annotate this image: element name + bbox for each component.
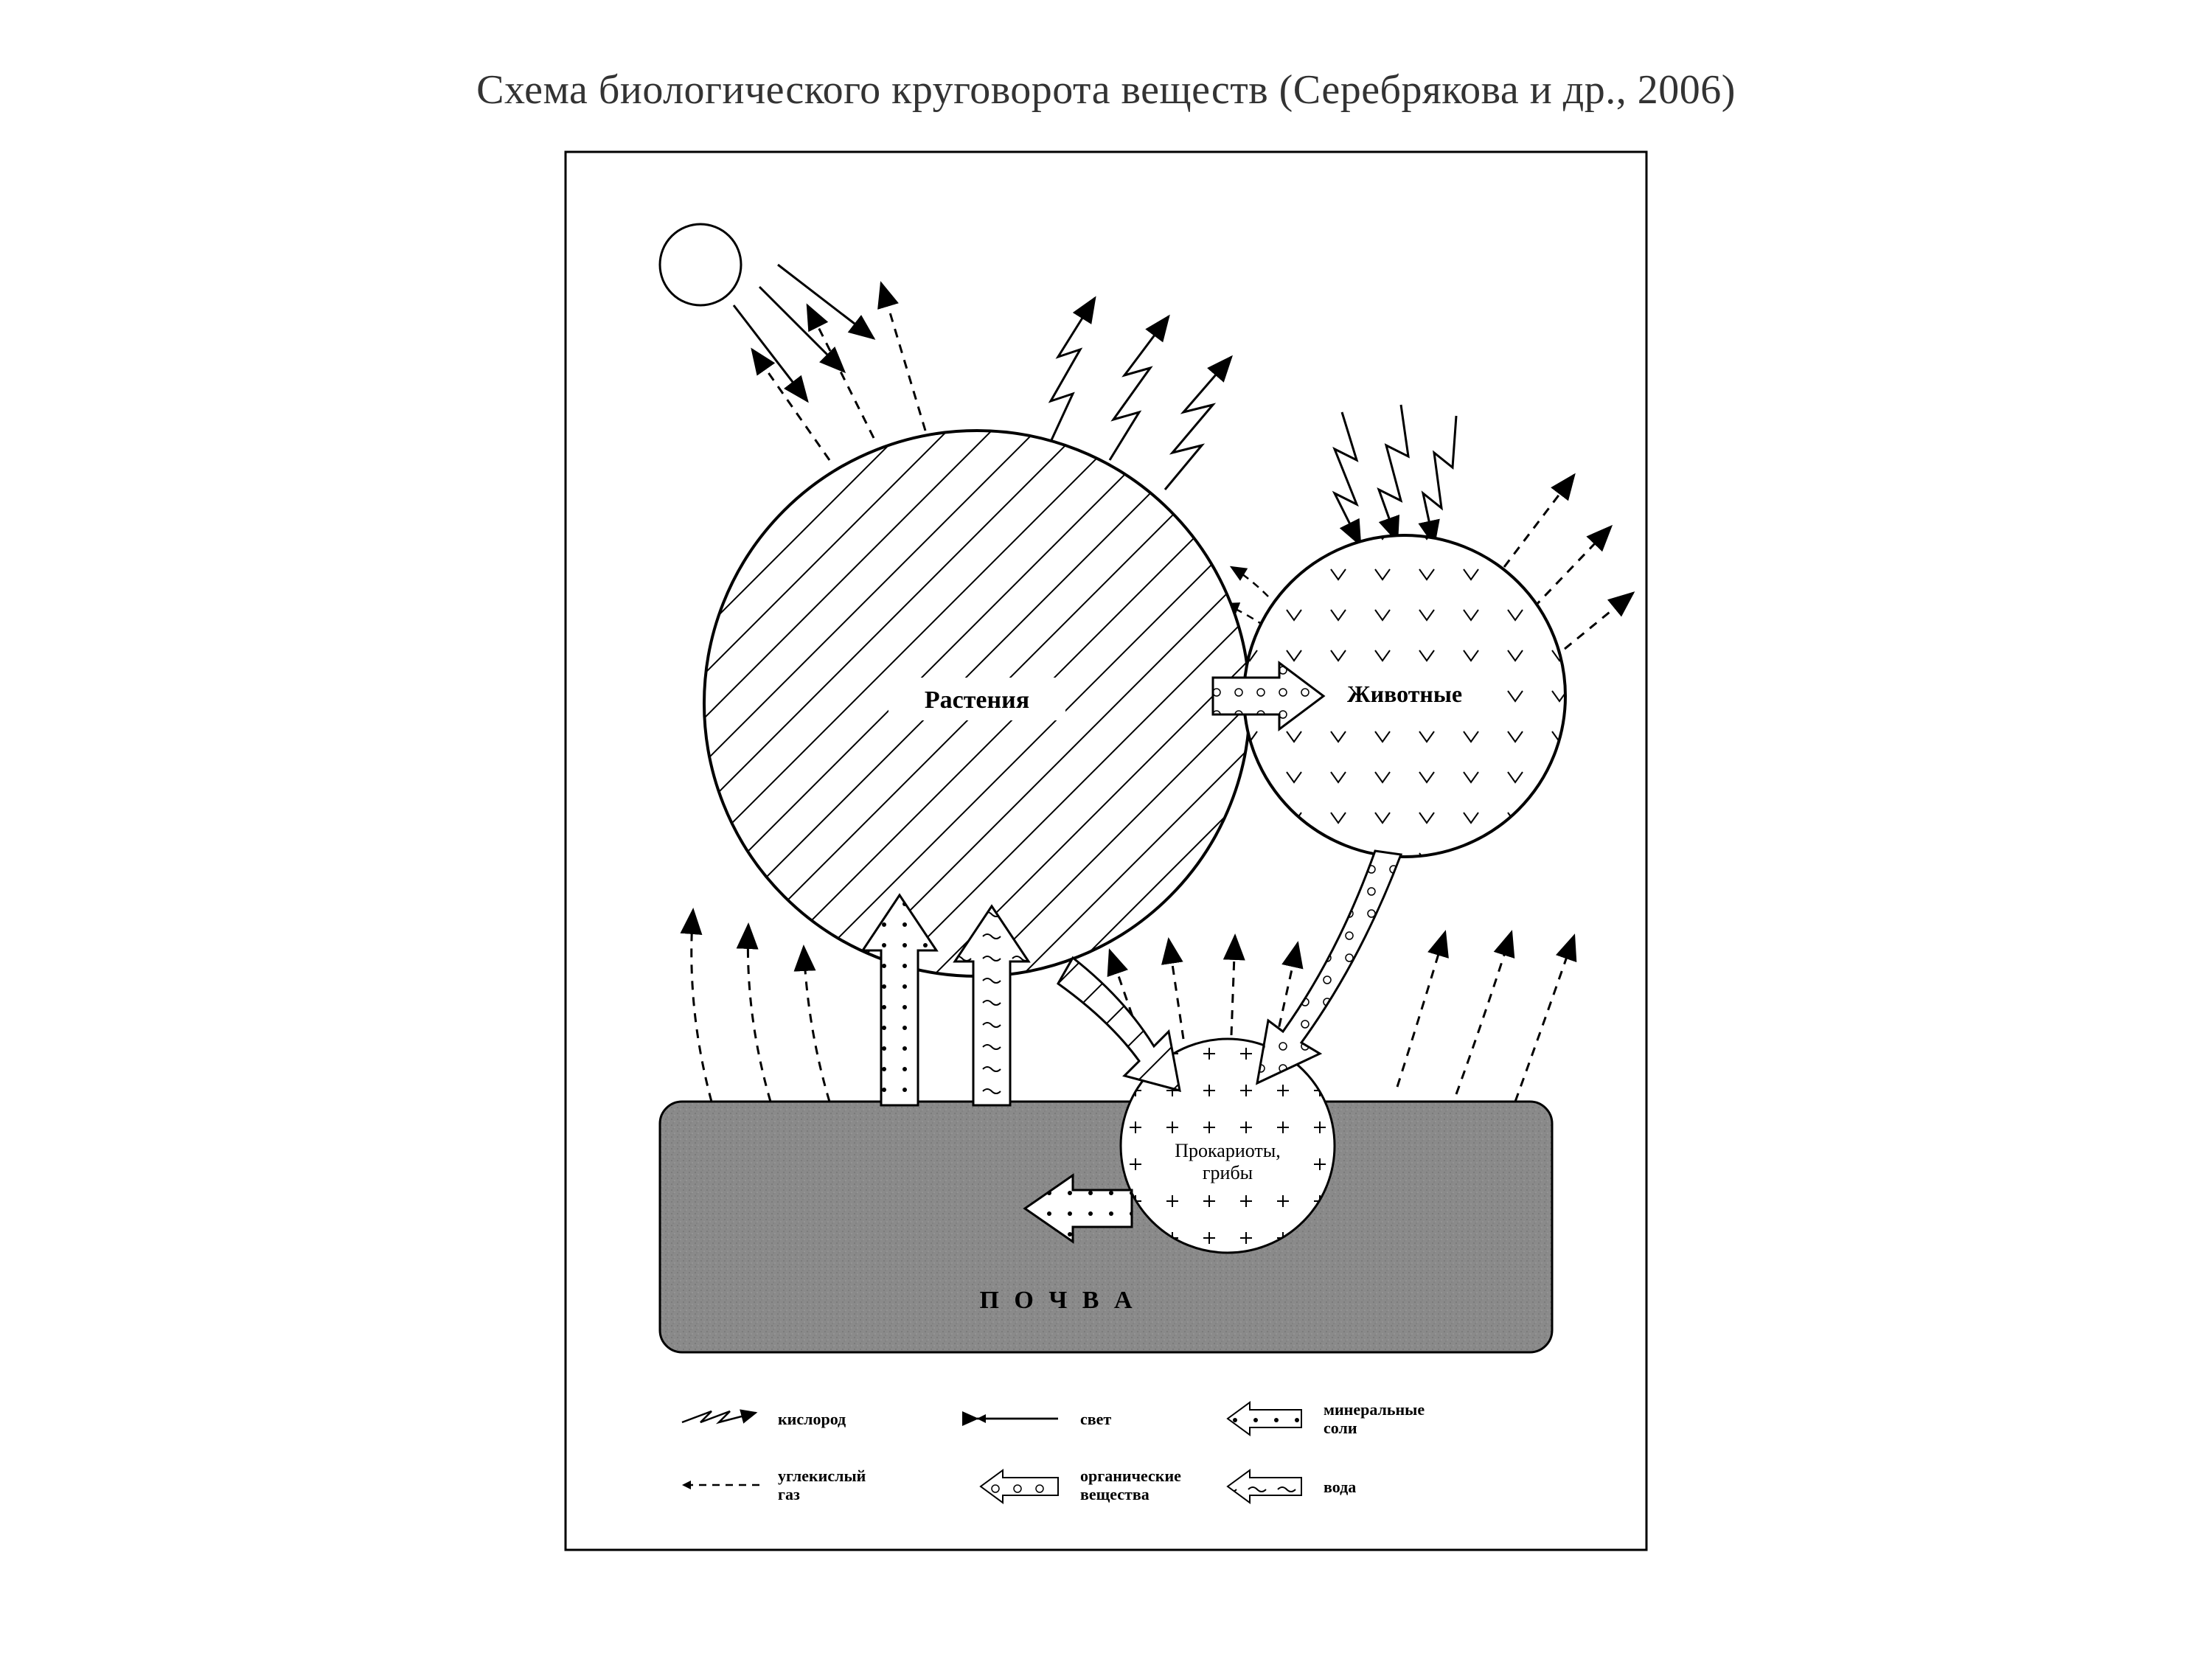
co2-arrow — [1515, 936, 1574, 1102]
co2-arrow — [1504, 475, 1574, 567]
co2-arrow — [752, 349, 830, 460]
prokaryotes-label-1: Прокариоты, — [1175, 1140, 1280, 1161]
co2-arrow — [804, 947, 830, 1102]
organic-arrow — [1257, 851, 1401, 1083]
co2-arrow — [1397, 932, 1445, 1087]
legend-light-label: свет — [1080, 1410, 1111, 1428]
biological-cycle-diagram: П О Ч В А Растения Животные — [564, 150, 1648, 1551]
legend-oxygen-label: кислород — [778, 1410, 846, 1428]
oxygen-arrow — [1051, 298, 1095, 442]
co2-arrow — [1231, 936, 1235, 1035]
diagram-container: П О Ч В А Растения Животные — [564, 150, 1648, 1551]
legend-organic-icon — [981, 1470, 1058, 1503]
oxygen-arrow — [1110, 316, 1169, 460]
legend-water-label: вода — [1324, 1478, 1356, 1496]
co2-arrow — [881, 283, 925, 431]
co2-arrow — [748, 925, 771, 1102]
legend-oxygen-icon — [682, 1411, 756, 1422]
legend: кислород свет минеральные соли углекислы… — [682, 1400, 1425, 1503]
oxygen-arrow — [1379, 405, 1408, 541]
co2-arrow — [807, 305, 874, 438]
co2-arrow — [1169, 939, 1183, 1039]
co2-arrow — [1456, 932, 1512, 1094]
light-arrow — [778, 265, 874, 338]
oxygen-arrow — [1165, 357, 1231, 490]
plants-node: Растения — [704, 431, 1250, 976]
legend-mineral-label-2: соли — [1324, 1419, 1357, 1437]
oxygen-arrow — [1335, 412, 1360, 545]
animals-label: Животные — [1347, 681, 1462, 707]
page-title: Схема биологического круговорота веществ… — [476, 66, 1736, 114]
co2-arrow — [692, 910, 712, 1102]
co2-arrow — [1231, 567, 1268, 597]
light-arrow — [734, 305, 807, 401]
legend-mineral-label: минеральные — [1324, 1400, 1425, 1419]
oxygen-arrow — [1423, 416, 1456, 545]
legend-mineral-icon — [1228, 1402, 1301, 1435]
legend-water-icon — [1228, 1470, 1301, 1503]
legend-organic-label-2: вещества — [1080, 1485, 1150, 1503]
legend-organic-label-1: органические — [1080, 1467, 1181, 1485]
sun-icon — [660, 224, 741, 305]
legend-co2-label-2: газ — [778, 1485, 800, 1503]
prokaryotes-label-2: грибы — [1203, 1162, 1253, 1183]
legend-co2-label-1: углекислый — [778, 1467, 866, 1485]
co2-arrow — [1534, 526, 1611, 608]
co2-arrow — [1552, 593, 1633, 659]
plants-label: Растения — [925, 686, 1029, 714]
soil-label: П О Ч В А — [979, 1287, 1136, 1314]
light-arrow — [759, 287, 844, 372]
